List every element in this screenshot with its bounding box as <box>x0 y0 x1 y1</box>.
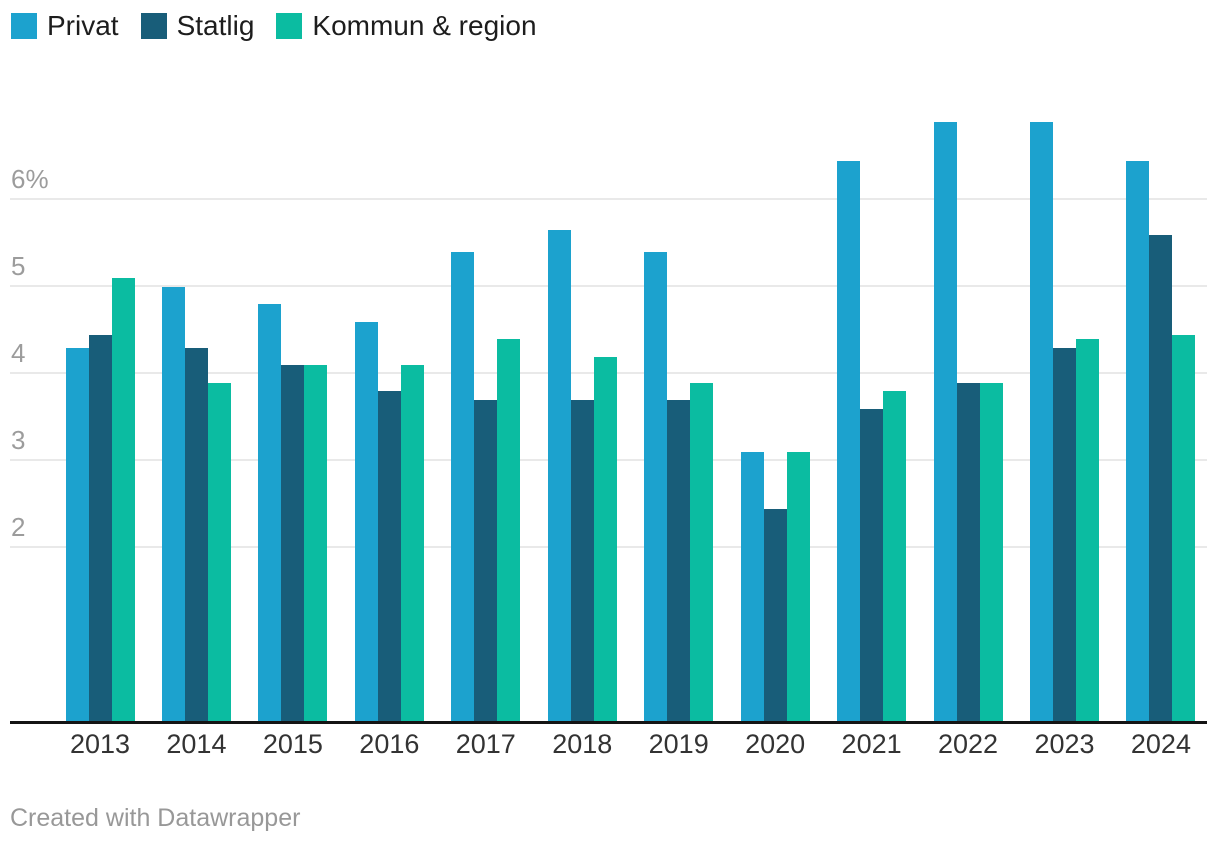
bar-statlig-2017[interactable] <box>474 400 498 722</box>
y-tick-label-3: 3 <box>11 425 26 455</box>
legend: Privat Statlig Kommun & region <box>11 12 537 40</box>
x-tick-label-2023: 2023 <box>1034 729 1095 759</box>
bar-group-2014 <box>161 287 231 722</box>
datawrapper-credit-link[interactable]: Created with Datawrapper <box>10 804 301 832</box>
legend-item-privat: Privat <box>11 12 119 40</box>
bar-statlig-2023[interactable] <box>1053 347 1076 722</box>
bar-statlig-2022[interactable] <box>956 382 980 722</box>
x-tick-label-2022: 2022 <box>938 729 999 759</box>
bar-statlig-2018[interactable] <box>570 400 594 722</box>
legend-label: Kommun & region <box>312 10 537 41</box>
legend-label: Privat <box>47 10 119 41</box>
bar-statlig-2016[interactable] <box>377 391 401 722</box>
legend-item-statlig: Statlig <box>140 10 255 41</box>
legend-swatch <box>276 13 303 39</box>
gridline-5 <box>10 285 1207 287</box>
bar-kommun-region-2014[interactable] <box>207 382 231 722</box>
bar-statlig-2014[interactable] <box>184 347 208 722</box>
legend-swatch <box>140 13 167 39</box>
bar-kommun-region-2020[interactable] <box>786 452 810 722</box>
bar-group-2017 <box>451 252 521 722</box>
x-axis-labels: 2013 2014 2015 2016 2017 2018 2019 2020 2021 2022… <box>0 731 1220 761</box>
bar-privat-2019[interactable] <box>644 252 668 722</box>
bar-group-2022 <box>933 121 1003 722</box>
bar-kommun-region-2015[interactable] <box>304 365 328 722</box>
y-tick-label-5: 5 <box>11 251 26 281</box>
bar-group-2015 <box>258 304 328 722</box>
x-tick-label-2018: 2018 <box>552 729 613 759</box>
bar-kommun-region-2022[interactable] <box>979 382 1003 722</box>
bar-group-2021 <box>837 160 907 722</box>
y-tick-label-6: 6% <box>11 164 49 194</box>
bar-privat-2016[interactable] <box>354 321 378 722</box>
bar-statlig-2015[interactable] <box>281 365 305 722</box>
legend-item-kommun-region: Kommun & region <box>276 10 537 41</box>
y-tick-label-4: 4 <box>11 338 26 368</box>
bar-statlig-2020[interactable] <box>763 508 787 722</box>
gridline-6 <box>10 198 1207 200</box>
y-tick-label-2: 2 <box>11 512 26 542</box>
bar-privat-2018[interactable] <box>547 230 571 722</box>
x-tick-label-2020: 2020 <box>745 729 806 759</box>
bar-kommun-region-2021[interactable] <box>883 391 907 722</box>
bar-kommun-region-2017[interactable] <box>497 339 521 722</box>
bar-privat-2015[interactable] <box>258 304 282 722</box>
x-tick-label-2021: 2021 <box>841 729 902 759</box>
x-tick-label-2015: 2015 <box>262 729 323 759</box>
bar-statlig-2024[interactable] <box>1149 234 1173 722</box>
bar-kommun-region-2018[interactable] <box>593 356 617 722</box>
x-tick-label-2014: 2014 <box>166 729 227 759</box>
bar-kommun-region-2016[interactable] <box>400 365 424 722</box>
x-tick-label-2024: 2024 <box>1130 729 1191 759</box>
bar-group-2018 <box>547 230 617 722</box>
bar-privat-2017[interactable] <box>451 252 475 722</box>
bar-privat-2013[interactable] <box>65 347 89 722</box>
bar-statlig-2021[interactable] <box>860 408 884 722</box>
bar-group-2013 <box>65 278 135 722</box>
x-tick-label-2013: 2013 <box>69 729 131 759</box>
bar-group-2020 <box>740 452 810 722</box>
bar-kommun-region-2024[interactable] <box>1172 334 1196 722</box>
x-tick-label-2016: 2016 <box>359 729 420 759</box>
bar-kommun-region-2013[interactable] <box>111 278 135 722</box>
bar-group-2023 <box>1030 121 1099 722</box>
x-tick-label-2019: 2019 <box>648 729 709 759</box>
bar-statlig-2019[interactable] <box>667 400 691 722</box>
bar-privat-2023[interactable] <box>1030 121 1053 722</box>
bar-privat-2020[interactable] <box>740 452 764 722</box>
bar-kommun-region-2023[interactable] <box>1076 339 1099 722</box>
x-tick-label-2017: 2017 <box>455 729 516 759</box>
legend-label: Statlig <box>176 10 255 41</box>
bar-group-2024 <box>1126 160 1196 722</box>
bar-statlig-2013[interactable] <box>88 334 112 722</box>
bar-privat-2021[interactable] <box>837 160 861 722</box>
plot-area: 2 3 4 5 6% <box>0 97 1220 722</box>
bar-privat-2024[interactable] <box>1126 160 1150 722</box>
legend-swatch <box>11 13 37 39</box>
x-axis-line <box>10 721 1207 724</box>
bar-group-2019 <box>644 252 714 722</box>
bar-kommun-region-2019[interactable] <box>690 382 714 722</box>
bar-privat-2022[interactable] <box>933 121 957 722</box>
bar-privat-2014[interactable] <box>161 287 185 722</box>
bar-group-2016 <box>354 321 424 722</box>
